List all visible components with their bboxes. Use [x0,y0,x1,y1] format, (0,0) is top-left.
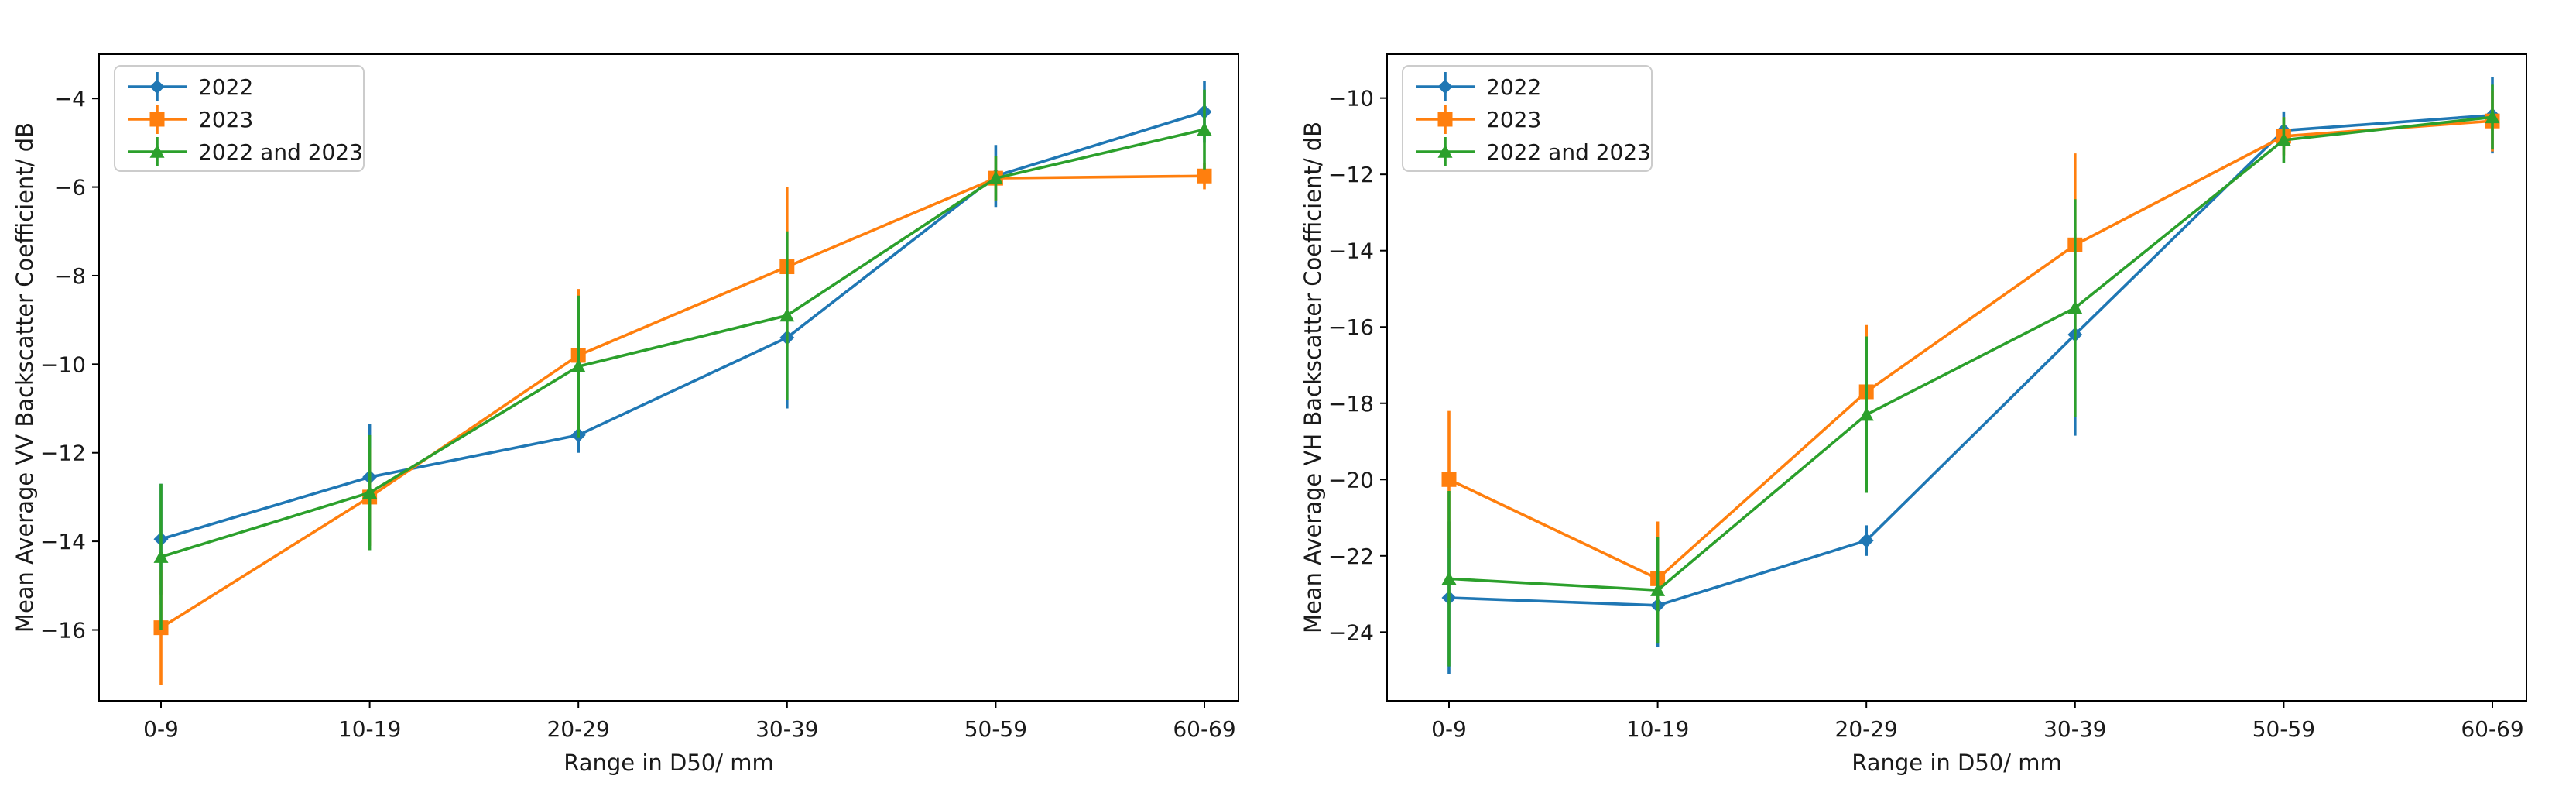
legend-frame [1402,65,1653,172]
y-tick-label: −14 [40,529,86,554]
y-axis-label: Mean Average VV Backscatter Coefficient/… [12,122,38,633]
legend-label: 2023 [1486,107,1541,132]
data-point-marker [988,170,1003,184]
series-2022-and-2023 [153,89,1212,630]
y-tick-label: −14 [1328,238,1374,264]
x-tick-label: 20-29 [1835,716,1898,742]
x-tick-label: 20-29 [547,716,610,742]
y-tick-label: −10 [1328,86,1374,112]
data-point-marker [570,359,586,372]
series-line [160,110,1205,540]
series-line [160,128,1205,558]
data-point-marker [362,485,378,499]
y-axis: −4 −6 −8 −10 −12 −14 −16 [40,86,99,643]
x-tick-label: 10-19 [338,716,401,742]
data-point-marker [1197,122,1212,136]
x-axis: 0-9 10-19 20-29 30-39 50-59 60-69 [143,701,1236,742]
data-point-marker [779,307,795,322]
x-tick-label: 60-69 [2461,716,2523,742]
legend-label: 2022 [198,74,253,100]
legend-label: 2023 [198,107,253,132]
x-tick-label: 10-19 [1626,716,1689,742]
data-point-marker [1441,571,1457,585]
x-tick-label: 0-9 [143,716,179,742]
y-axis: −10 −12 −14 −16 −18 −20 −22 −24 [1328,86,1387,645]
legend-label: 2022 [1486,74,1541,100]
data-point-marker [1197,168,1212,184]
y-tick-label: −22 [1328,544,1374,569]
y-tick-label: −16 [1328,314,1374,340]
data-point-marker [2276,132,2291,146]
series-2022-and-2023 [1441,84,2500,667]
y-tick-label: −18 [1328,391,1374,417]
series-line [160,174,1205,630]
data-point-marker [1858,407,1874,421]
data-point-marker [149,112,165,127]
y-tick-label: −6 [54,175,86,201]
data-point-marker [1437,144,1453,158]
data-point-marker [2067,300,2083,314]
series-line [1448,119,2493,581]
data-point-marker [1650,582,1666,596]
data-point-marker [149,144,165,158]
x-tick-label: 30-39 [2043,716,2106,742]
legend-label: 2022 and 2023 [198,139,363,165]
y-tick-label: −8 [54,263,86,289]
y-tick-label: −4 [54,86,86,112]
x-tick-label: 0-9 [1431,716,1467,742]
series-line [1448,114,2493,607]
y-axis-label: Mean Average VH Backscatter Coefficient/… [1300,122,1326,633]
data-point-marker [1437,112,1453,127]
data-point-marker [153,549,169,563]
data-point-marker [149,79,165,94]
x-axis-label: Range in D50/ mm [1852,750,2062,776]
x-tick-label: 30-39 [755,716,818,742]
y-tick-label: −12 [1328,162,1374,187]
y-tick-label: −24 [1328,619,1374,645]
legend: 2022 2023 2022 and 2023 [114,65,365,172]
x-axis-label: Range in D50/ mm [564,750,774,776]
legend-frame [114,65,365,172]
y-tick-label: −10 [40,352,86,377]
y-tick-label: −12 [40,441,86,466]
series-line [1448,115,2493,592]
x-tick-label: 60-69 [1173,716,1235,742]
y-tick-label: −16 [40,617,86,643]
y-tick-label: −20 [1328,467,1374,492]
legend: 2022 2023 2022 and 2023 [1402,65,1653,172]
data-point-marker [1437,79,1453,94]
x-tick-label: 50-59 [2252,716,2315,742]
x-axis: 0-9 10-19 20-29 30-39 50-59 60-69 [1431,701,2524,742]
data-point-marker [1858,533,1874,548]
legend-label: 2022 and 2023 [1486,139,1651,165]
data-point-marker [2485,109,2500,124]
x-tick-label: 50-59 [964,716,1027,742]
data-point-marker [1441,472,1457,487]
